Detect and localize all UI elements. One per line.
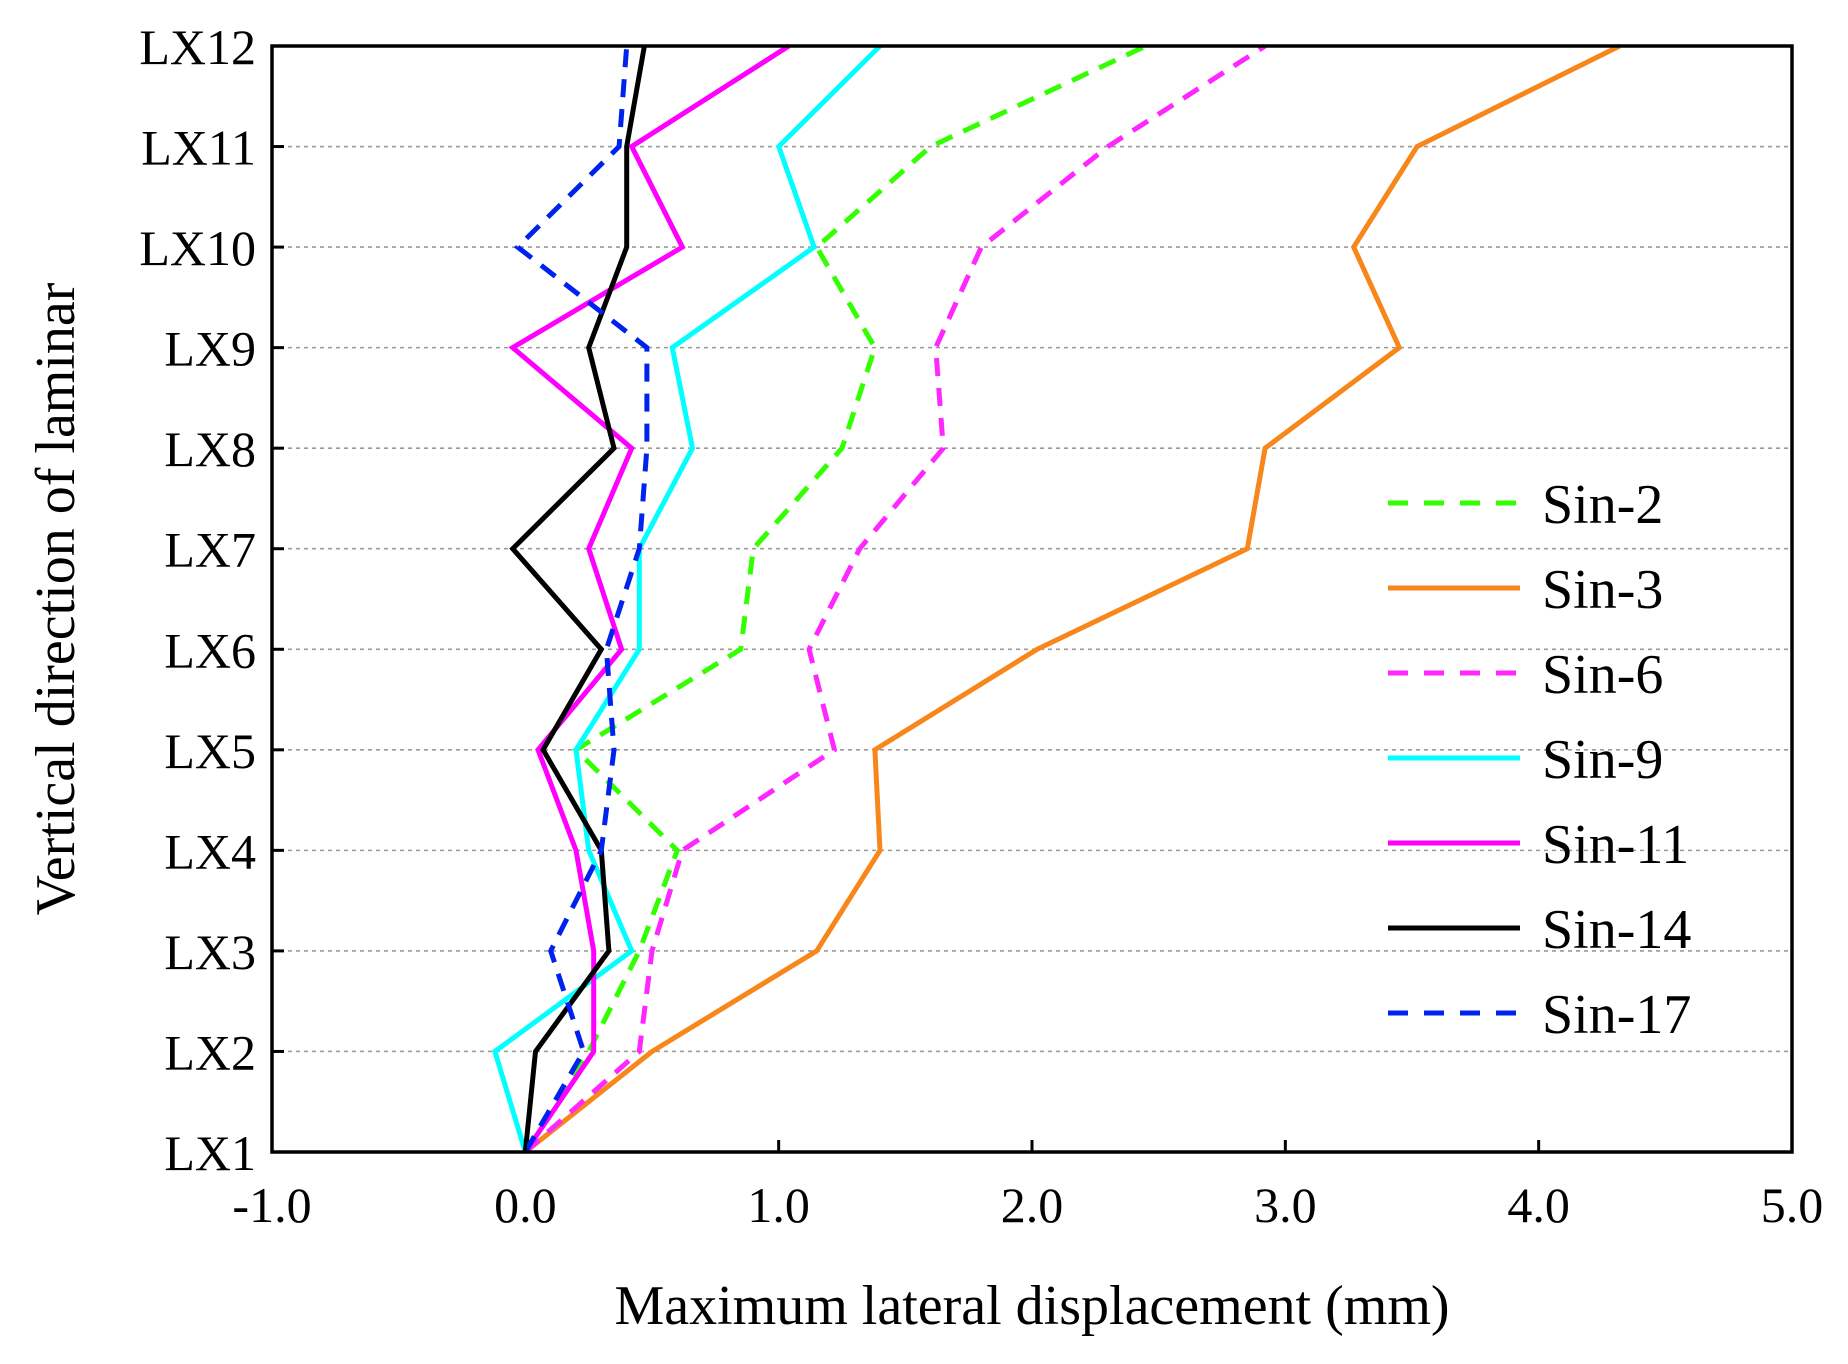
legend-label-sin-3: Sin-3: [1542, 559, 1663, 621]
y-tick-label-lx1: LX1: [164, 1125, 256, 1181]
legend-label-sin-6: Sin-6: [1542, 644, 1663, 706]
y-tick-label-lx3: LX3: [164, 924, 256, 980]
y-tick-label-lx2: LX2: [164, 1024, 256, 1080]
series-line-sin-3: [523, 43, 1621, 1154]
legend-label-sin-17: Sin-17: [1542, 984, 1691, 1046]
legend: Sin-2 Sin-3 Sin-6 Sin-9 Sin-11 Sin-14 Sin-17: [1388, 474, 1691, 1046]
y-tick-label-lx5: LX5: [164, 723, 256, 779]
x-axis-title: Maximum lateral displacement (mm): [614, 1275, 1449, 1337]
legend-label-sin-9: Sin-9: [1542, 729, 1663, 791]
y-tick-label-lx10: LX10: [139, 220, 256, 276]
y-axis-title: Vertical direction of laminar: [25, 282, 87, 915]
y-tick-label-lx4: LX4: [164, 823, 256, 879]
x-tick-label: 3.0: [1254, 1177, 1317, 1233]
grid-lines: [272, 145, 1792, 1053]
x-tick-label: 0.0: [494, 1177, 557, 1233]
legend-label-sin-11: Sin-11: [1542, 814, 1689, 876]
y-tick-label-lx12: LX12: [139, 19, 256, 75]
x-tick-label: 4.0: [1507, 1177, 1570, 1233]
y-tick-label-lx7: LX7: [164, 522, 256, 578]
series-line-sin-17: [513, 45, 650, 1154]
y-tick-label-lx6: LX6: [164, 622, 256, 678]
y-tick-label-lx9: LX9: [164, 321, 256, 377]
legend-label-sin-14: Sin-14: [1542, 899, 1691, 961]
series-line-sin-2: [523, 43, 1148, 1154]
y-tick-label-lx11: LX11: [141, 120, 256, 176]
y-tick-label-lx8: LX8: [164, 421, 256, 477]
y-axis-ticks: LX1 LX2 LX3 LX4 LX5 LX6 LX7 LX8 LX9 LX10 LX11 LX12: [139, 19, 284, 1181]
x-tick-label: -1.0: [232, 1177, 311, 1233]
series-line-sin-6: [523, 43, 1267, 1154]
x-tick-label: 5.0: [1761, 1177, 1824, 1233]
x-axis-ticks: -1.0 0.0 1.0 2.0 3.0 4.0 5.0: [232, 1140, 1823, 1233]
legend-label-sin-2: Sin-2: [1542, 474, 1663, 536]
x-tick-label: 2.0: [1001, 1177, 1064, 1233]
series-line-sin-14: [509, 45, 647, 1153]
series-line-sin-9: [491, 44, 882, 1153]
x-tick-label: 1.0: [747, 1177, 810, 1233]
series-lines: [491, 43, 1621, 1154]
